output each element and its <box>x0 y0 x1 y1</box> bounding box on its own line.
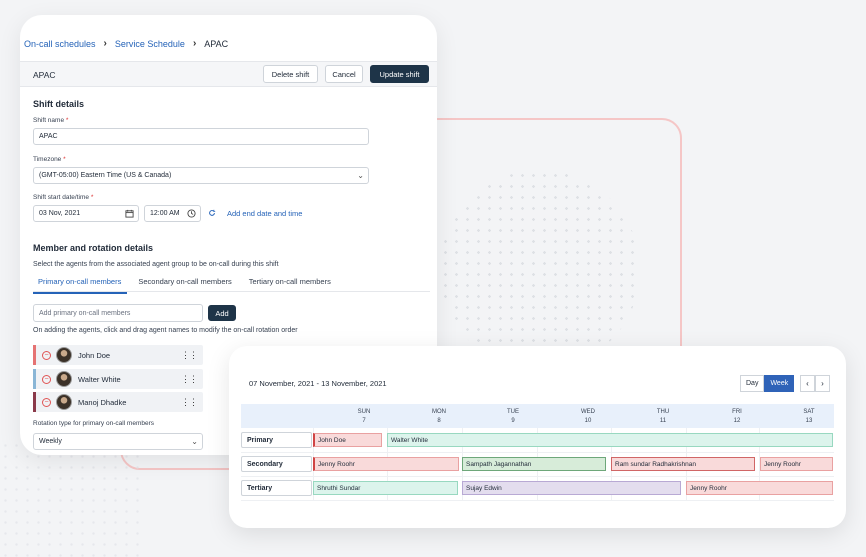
day-header: MON 8 <box>432 409 446 424</box>
drag-handle-icon[interactable]: ⋮⋮ <box>181 396 198 407</box>
update-shift-button[interactable]: Update shift <box>370 65 429 83</box>
shift-details-title: Shift details <box>33 99 85 109</box>
shift-name-label: Shift name * <box>33 117 69 124</box>
breadcrumb-link-service[interactable]: Service Schedule <box>114 38 185 49</box>
drag-handle-icon[interactable]: ⋮⋮ <box>181 373 198 384</box>
tabs-divider <box>33 291 430 292</box>
avatar <box>56 347 72 363</box>
breadcrumb-link-oncall[interactable]: On-call schedules <box>24 38 96 49</box>
shift-bar[interactable]: Ram sundar Radhakrishnan <box>611 457 755 471</box>
member-name: John Doe <box>78 350 111 360</box>
day-header: SUN 7 <box>357 409 371 424</box>
shift-bar[interactable]: Sampath Jagannathan <box>462 457 606 471</box>
timezone-label: Timezone * <box>33 156 66 163</box>
avatar <box>56 371 72 387</box>
decorative-dots <box>0 440 140 557</box>
grid-line <box>241 500 834 501</box>
day-header: WED 10 <box>581 409 595 424</box>
row-label-secondary: Secondary <box>241 456 312 472</box>
decorative-dots <box>440 170 640 370</box>
clock-icon <box>187 209 196 220</box>
tab-secondary-members[interactable]: Secondary on-call members <box>138 277 232 286</box>
tab-primary-members[interactable]: Primary on-call members <box>33 275 128 294</box>
row-label-tertiary: Tertiary <box>241 480 312 496</box>
add-end-date-link[interactable]: Add end date and time <box>227 209 303 218</box>
member-color-stripe <box>33 345 36 365</box>
day-header: SAT 13 <box>803 409 815 424</box>
member-color-stripe <box>33 369 36 389</box>
remove-icon[interactable]: − <box>42 374 51 384</box>
member-color-stripe <box>33 392 36 412</box>
rotation-type-label: Rotation type for primary on-call member… <box>33 420 155 427</box>
chevron-right-icon: › <box>192 38 197 49</box>
day-header: THU 11 <box>656 409 670 424</box>
member-name: Walter White <box>78 374 121 384</box>
day-header: FRI 12 <box>732 409 742 424</box>
shift-bar[interactable]: Jenny Roohr <box>313 457 459 471</box>
shift-bar[interactable]: Sujay Edwin <box>462 481 681 495</box>
form-header: APAC Delete shift Cancel Update shift <box>20 61 437 87</box>
refresh-icon <box>208 209 216 219</box>
remove-icon[interactable]: − <box>42 397 51 407</box>
view-toggle: Day Week <box>740 375 795 392</box>
calendar-header: SUN 7 MON 8 TUE 9 WED 10 THU 11 FRI 12 SAT 13 <box>241 404 834 428</box>
member-tabs: Primary on-call members Secondary on-cal… <box>33 275 337 294</box>
week-nav: ‹ › <box>800 375 830 392</box>
avatar <box>56 394 72 410</box>
start-datetime-label: Shift start date/time * <box>33 194 94 201</box>
cancel-button[interactable]: Cancel <box>325 65 363 83</box>
chevron-right-icon: › <box>103 38 107 49</box>
start-time-input[interactable]: 12:00 AM <box>144 205 201 222</box>
rotation-type-select[interactable]: Weekly ⌄ <box>33 433 203 450</box>
row-label-primary: Primary <box>241 432 312 448</box>
shift-bar[interactable]: Walter White <box>387 433 833 447</box>
chevron-down-icon: ⌄ <box>357 171 364 180</box>
grid-line <box>241 476 834 477</box>
chevron-down-icon: ⌄ <box>191 437 198 446</box>
breadcrumb-current: APAC <box>204 38 229 49</box>
schedule-card: 07 November, 2021 - 13 November, 2021 Da… <box>229 346 846 528</box>
next-week-button[interactable]: › <box>815 375 830 392</box>
grid-line <box>759 428 760 500</box>
start-date-input[interactable]: 03 Nov, 2021 <box>33 205 139 222</box>
member-rotation-title: Member and rotation details <box>33 243 154 253</box>
member-row[interactable]: − Manoj Dhadke ⋮⋮ <box>33 392 203 412</box>
add-member-input[interactable]: Add primary on-call members <box>33 304 203 322</box>
day-header: TUE 9 <box>507 409 519 424</box>
date-range: 07 November, 2021 - 13 November, 2021 <box>249 379 387 388</box>
timezone-select[interactable]: (GMT-05:00) Eastern Time (US & Canada) ⌄ <box>33 167 369 184</box>
delete-shift-button[interactable]: Delete shift <box>263 65 318 83</box>
member-row[interactable]: − Walter White ⋮⋮ <box>33 369 203 389</box>
members-description: Select the agents from the associated ag… <box>33 261 279 268</box>
grid-line <box>241 452 834 453</box>
drag-handle-icon[interactable]: ⋮⋮ <box>181 349 198 360</box>
shift-bar[interactable]: Jenny Roohr <box>686 481 833 495</box>
remove-icon[interactable]: − <box>42 350 51 360</box>
add-member-button[interactable]: Add <box>208 305 236 321</box>
shift-bar[interactable]: Jenny Roohr <box>760 457 833 471</box>
breadcrumb: On-call schedules › Service Schedule › A… <box>24 38 228 49</box>
week-view-button[interactable]: Week <box>764 375 795 392</box>
rotation-hint: On adding the agents, click and drag age… <box>33 327 298 334</box>
prev-week-button[interactable]: ‹ <box>800 375 815 392</box>
shift-bar[interactable]: John Doe <box>313 433 382 447</box>
member-name: Manoj Dhadke <box>78 397 127 407</box>
calendar-icon <box>125 209 134 220</box>
day-view-button[interactable]: Day <box>740 375 765 392</box>
shift-bar[interactable]: Shruthi Sundar <box>313 481 458 495</box>
page-title: APAC <box>33 70 56 80</box>
member-row[interactable]: − John Doe ⋮⋮ <box>33 345 203 365</box>
shift-name-input[interactable]: APAC <box>33 128 369 145</box>
tab-tertiary-members[interactable]: Tertiary on-call members <box>248 277 331 286</box>
